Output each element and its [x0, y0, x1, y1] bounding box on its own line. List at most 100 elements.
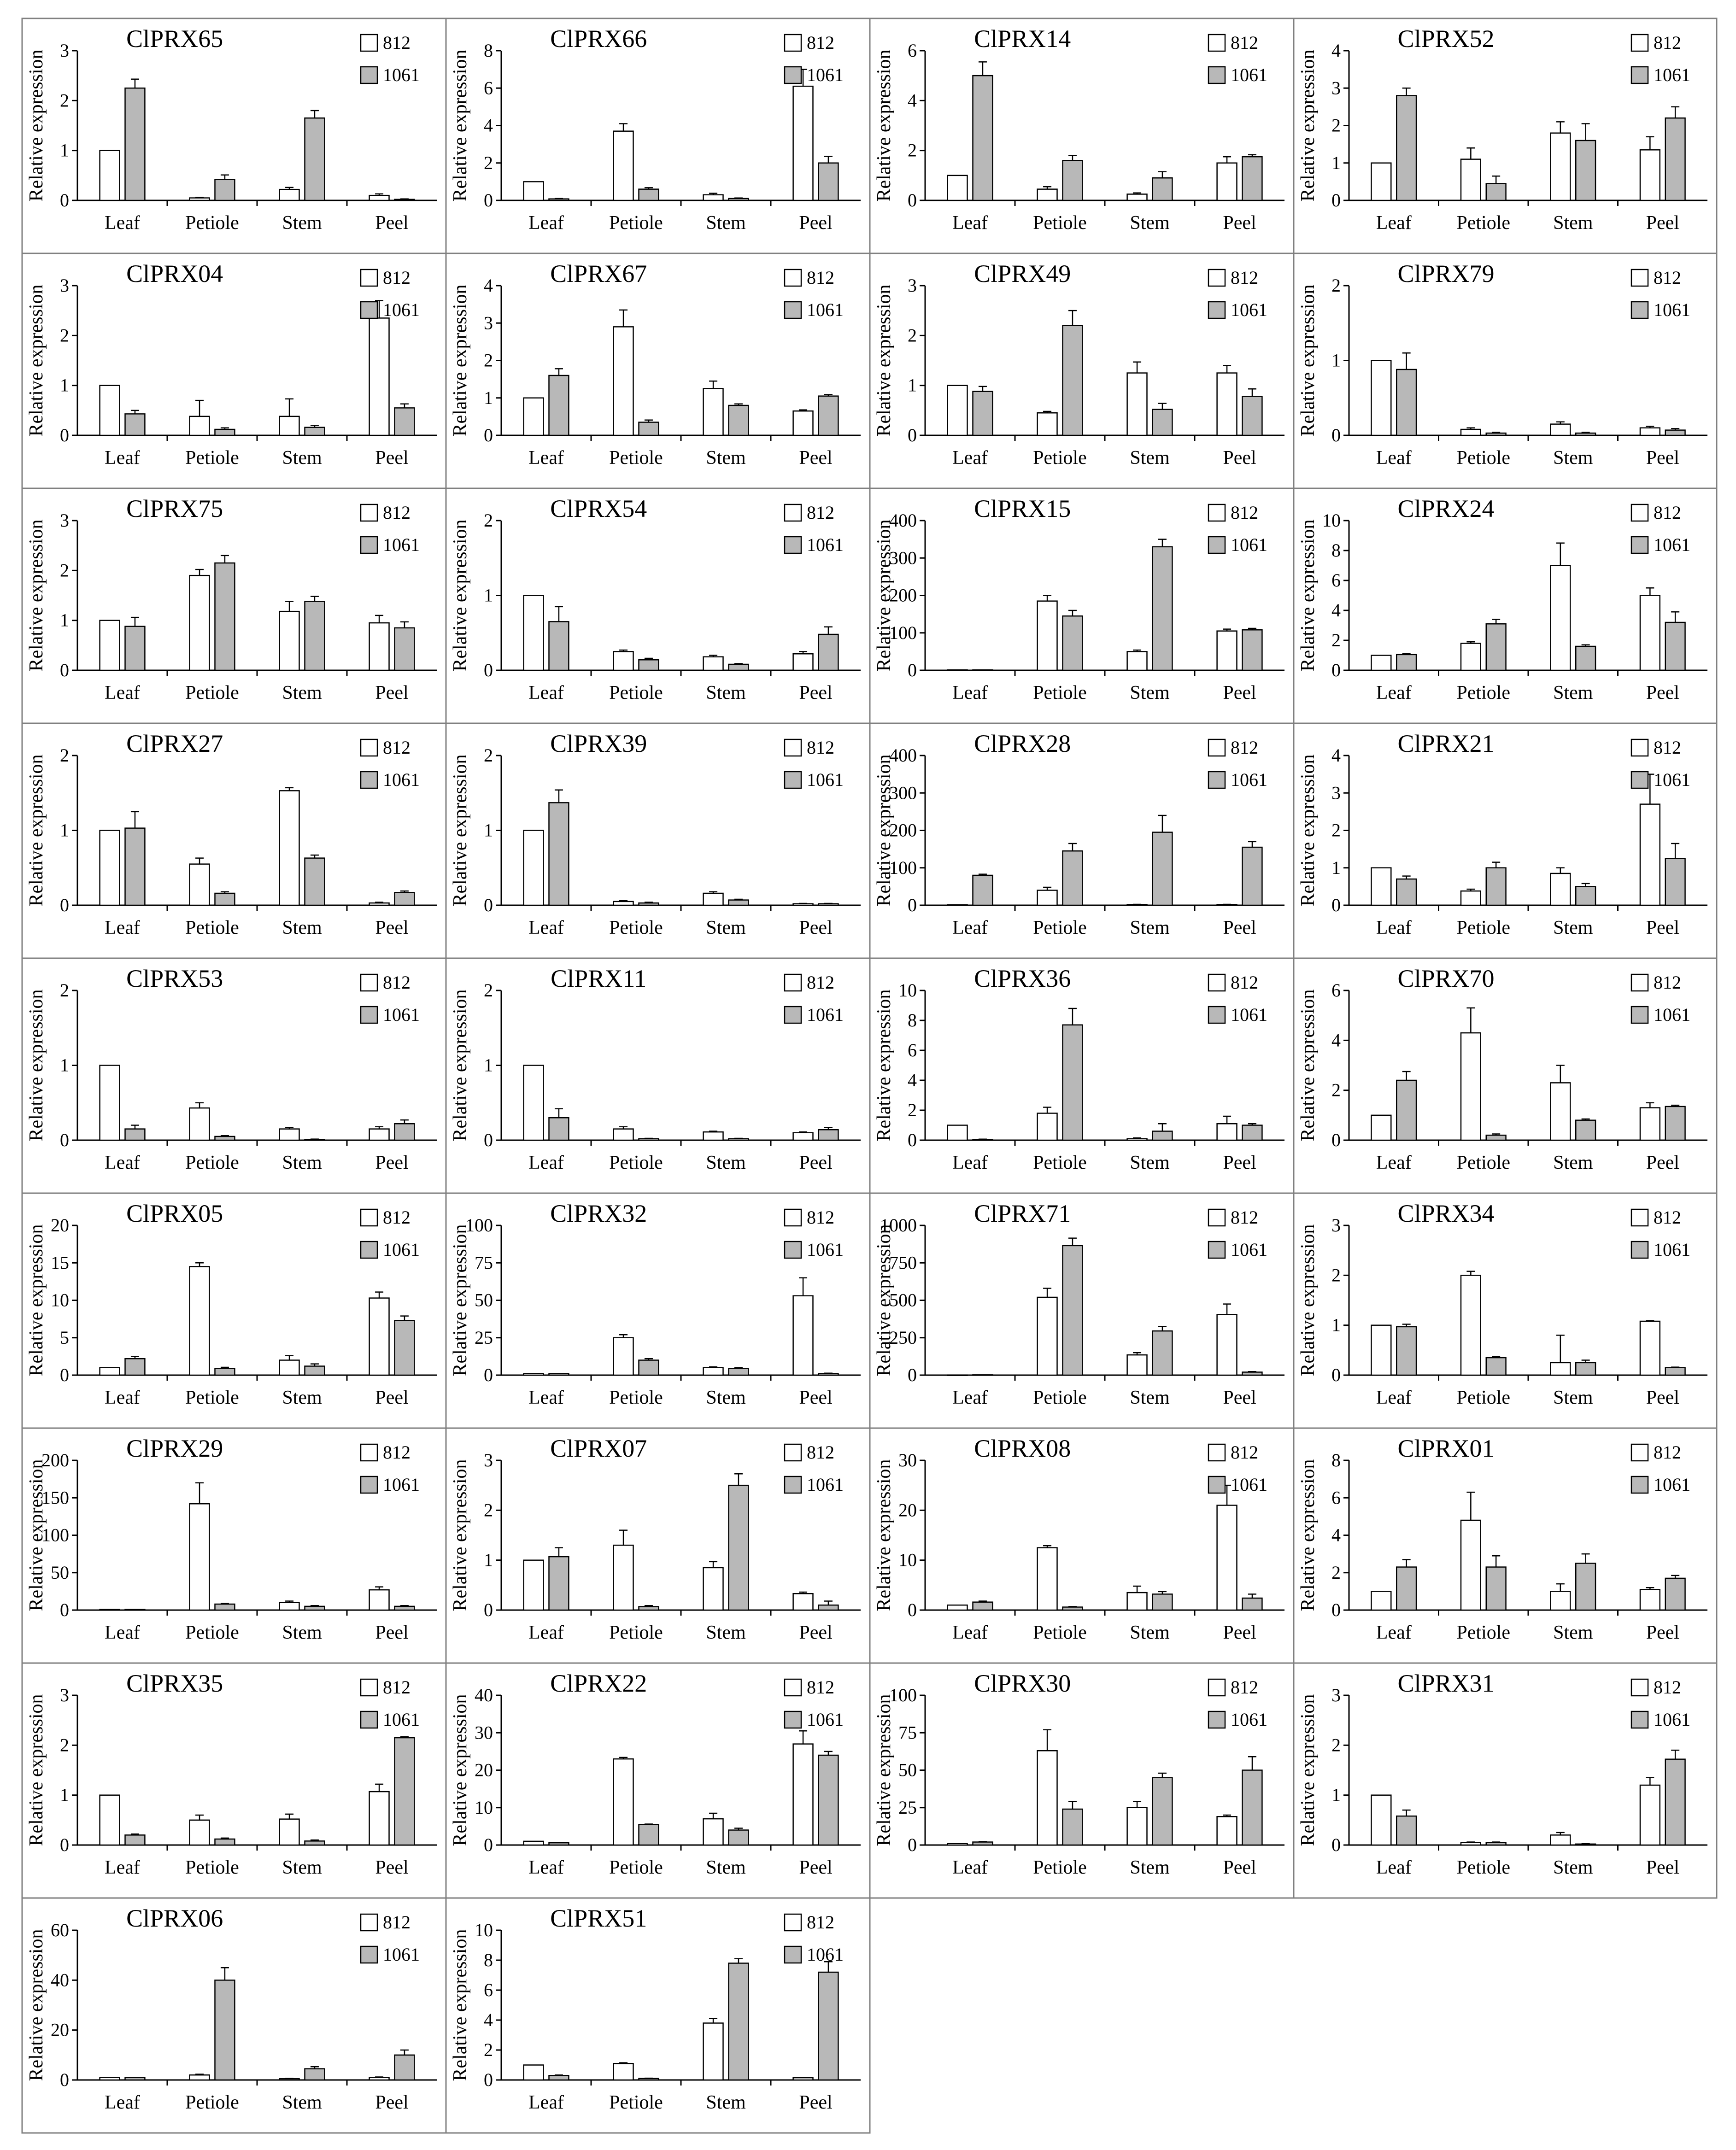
bar-1061-peel	[818, 1373, 839, 1376]
y-tick-label: 2	[484, 745, 493, 766]
chart-title: ClPRX39	[550, 730, 647, 757]
chart-title: ClPRX51	[550, 1904, 647, 1932]
y-tick-label: 15	[51, 1252, 69, 1273]
chart-title: ClPRX27	[126, 730, 223, 757]
bar-1061-leaf	[548, 2075, 569, 2081]
bar-812-stem	[703, 388, 724, 436]
y-tick-label: 40	[475, 1685, 493, 1705]
bar-812-leaf	[99, 1367, 120, 1376]
legend-label-812: 812	[1231, 1207, 1258, 1228]
x-tick-label: Stem	[282, 1857, 322, 1878]
legend-swatch-1061	[360, 1241, 378, 1259]
bar-812-peel	[1216, 1123, 1237, 1141]
bar-812-stem	[1550, 565, 1571, 671]
bar-1061-petiole	[214, 892, 235, 906]
x-tick-label: Petiole	[1456, 1857, 1510, 1878]
legend-label-1061: 1061	[1231, 1004, 1267, 1025]
legend-swatch-812	[360, 34, 378, 52]
legend-label-812: 812	[1654, 1677, 1681, 1698]
bar-812-peel	[369, 902, 390, 906]
y-axis-label: Relative expression	[1297, 989, 1319, 1141]
bar-812-petiole	[1037, 890, 1058, 906]
y-tick-label: 1	[1331, 857, 1341, 878]
y-tick-label: 1	[484, 585, 493, 606]
bar-812-peel	[1639, 1784, 1660, 1846]
bar-812-petiole	[189, 1819, 210, 1846]
y-tick-label: 1	[1331, 1785, 1341, 1805]
y-tick-label: 1	[60, 610, 69, 631]
legend-label-1061: 1061	[807, 64, 844, 85]
chart-title: ClPRX14	[974, 25, 1071, 53]
legend-label-1061: 1061	[383, 534, 420, 555]
legend-swatch-1061	[360, 1945, 378, 1964]
x-tick-label: Petiole	[609, 682, 663, 703]
x-tick-label: Peel	[1646, 682, 1679, 703]
y-tick-label: 300	[889, 782, 917, 803]
bar-1061-leaf	[972, 391, 993, 436]
bar-1061-peel	[394, 627, 415, 671]
x-tick-label: Peel	[375, 682, 408, 703]
bar-812-stem	[1126, 1592, 1148, 1611]
x-tick-label: Peel	[799, 2092, 832, 2113]
bar-1061-peel	[1242, 396, 1263, 436]
legend-label-812: 812	[383, 1442, 411, 1463]
y-tick-label: 10	[898, 1550, 917, 1570]
bar-1061-peel	[818, 633, 839, 671]
chart-title: ClPRX52	[1397, 25, 1494, 53]
x-tick-label: Petiole	[609, 1152, 663, 1173]
bar-812-petiole	[189, 1266, 210, 1376]
bar-1061-petiole	[1062, 850, 1083, 906]
x-tick-label: Stem	[282, 917, 322, 938]
bar-1061-leaf	[124, 1609, 146, 1611]
bar-812-leaf	[523, 1373, 544, 1376]
y-tick-label: 0	[908, 1599, 917, 1620]
y-tick-label: 300	[889, 547, 917, 568]
bar-812-petiole	[1460, 890, 1481, 906]
x-tick-label: Petiole	[1456, 1152, 1510, 1173]
x-tick-label: Petiole	[1033, 1857, 1087, 1878]
x-tick-label: Stem	[1130, 1387, 1170, 1408]
bar-812-leaf	[523, 397, 544, 436]
y-tick-label: 1	[484, 820, 493, 841]
y-tick-label: 2	[484, 1500, 493, 1520]
bar-812-leaf	[523, 830, 544, 906]
chart-title: ClPRX15	[974, 495, 1071, 522]
y-tick-label: 2	[1331, 115, 1341, 136]
bar-1061-petiole	[214, 1136, 235, 1141]
legend-label-812: 812	[807, 1442, 834, 1463]
x-tick-label: Peel	[1646, 1622, 1679, 1643]
legend-swatch-812	[1630, 973, 1649, 992]
bar-1061-petiole	[1062, 160, 1083, 201]
legend-label-1061: 1061	[1231, 1474, 1267, 1495]
y-tick-label: 40	[51, 1969, 69, 1990]
bar-812-peel	[792, 1743, 814, 1846]
bar-1061-peel	[1242, 1371, 1263, 1376]
legend-label-1061: 1061	[1231, 64, 1267, 85]
x-tick-label: Petiole	[185, 447, 239, 469]
bar-812-leaf	[523, 1065, 544, 1141]
y-tick-label: 1	[1331, 152, 1341, 173]
bar-1061-leaf	[548, 1117, 569, 1141]
y-tick-label: 0	[484, 1130, 493, 1150]
x-tick-label: Stem	[1130, 682, 1170, 703]
x-tick-label: Petiole	[609, 212, 663, 234]
bar-812-leaf	[99, 1794, 120, 1846]
legend-label-1061: 1061	[1654, 299, 1690, 320]
y-tick-label: 3	[60, 1685, 69, 1705]
x-tick-label: Petiole	[185, 1387, 239, 1408]
legend-label-812: 812	[807, 32, 834, 53]
x-tick-label: Petiole	[609, 447, 663, 469]
legend-label-812: 812	[807, 502, 834, 523]
y-axis-label: Relative expression	[26, 989, 47, 1141]
legend-label-812: 812	[1654, 32, 1681, 53]
y-tick-label: 8	[484, 1950, 493, 1970]
bar-1061-stem	[728, 404, 749, 436]
bar-1061-peel	[1242, 629, 1263, 671]
x-tick-label: Petiole	[609, 1857, 663, 1878]
legend-swatch-812	[1630, 269, 1649, 287]
y-tick-label: 4	[1331, 1030, 1341, 1050]
legend-label-812: 812	[383, 1677, 411, 1698]
x-tick-label: Petiole	[185, 1622, 239, 1643]
legend-label-812: 812	[1654, 737, 1681, 758]
bar-1061-peel	[818, 903, 839, 906]
